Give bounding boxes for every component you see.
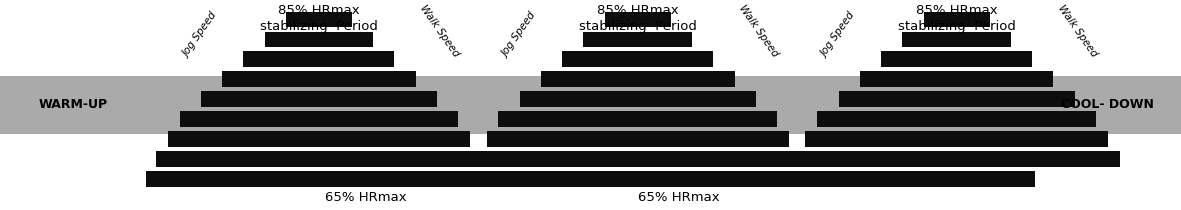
Bar <box>881 51 1032 67</box>
Bar <box>902 32 1011 47</box>
Bar <box>562 51 713 67</box>
Text: Walk Speed: Walk Speed <box>1056 3 1098 59</box>
Bar <box>168 131 470 147</box>
Text: 85% HRmax
stabilizing  Period: 85% HRmax stabilizing Period <box>260 4 378 33</box>
Bar <box>805 131 1108 147</box>
Bar <box>487 131 789 147</box>
Bar <box>520 91 756 107</box>
Bar <box>924 12 990 27</box>
Bar <box>265 32 373 47</box>
Text: WARM-UP: WARM-UP <box>39 98 107 112</box>
Bar <box>583 32 692 47</box>
Bar <box>498 111 777 127</box>
Text: Jog Speed: Jog Speed <box>182 10 220 59</box>
Bar <box>180 111 458 127</box>
Bar <box>794 151 1120 167</box>
Bar <box>156 151 482 167</box>
Text: 65% HRmax: 65% HRmax <box>638 191 720 204</box>
Bar <box>817 111 1096 127</box>
Text: 85% HRmax
stabilizing  Period: 85% HRmax stabilizing Period <box>898 4 1016 33</box>
Text: 85% HRmax
stabilizing  Period: 85% HRmax stabilizing Period <box>579 4 697 33</box>
Text: Walk Speed: Walk Speed <box>737 3 779 59</box>
Bar <box>222 71 416 87</box>
Bar <box>860 71 1053 87</box>
Bar <box>243 51 394 67</box>
Bar <box>839 91 1075 107</box>
Text: Jog Speed: Jog Speed <box>501 10 539 59</box>
Bar <box>146 171 1035 187</box>
Text: 65% HRmax: 65% HRmax <box>325 191 407 204</box>
Bar <box>286 12 352 27</box>
Bar <box>475 151 801 167</box>
Bar <box>0 76 1181 134</box>
Bar <box>201 91 437 107</box>
Bar <box>605 12 671 27</box>
Bar <box>541 71 735 87</box>
Text: COOL- DOWN: COOL- DOWN <box>1062 98 1154 112</box>
Text: Walk Speed: Walk Speed <box>418 3 461 59</box>
Text: Jog Speed: Jog Speed <box>820 10 857 59</box>
